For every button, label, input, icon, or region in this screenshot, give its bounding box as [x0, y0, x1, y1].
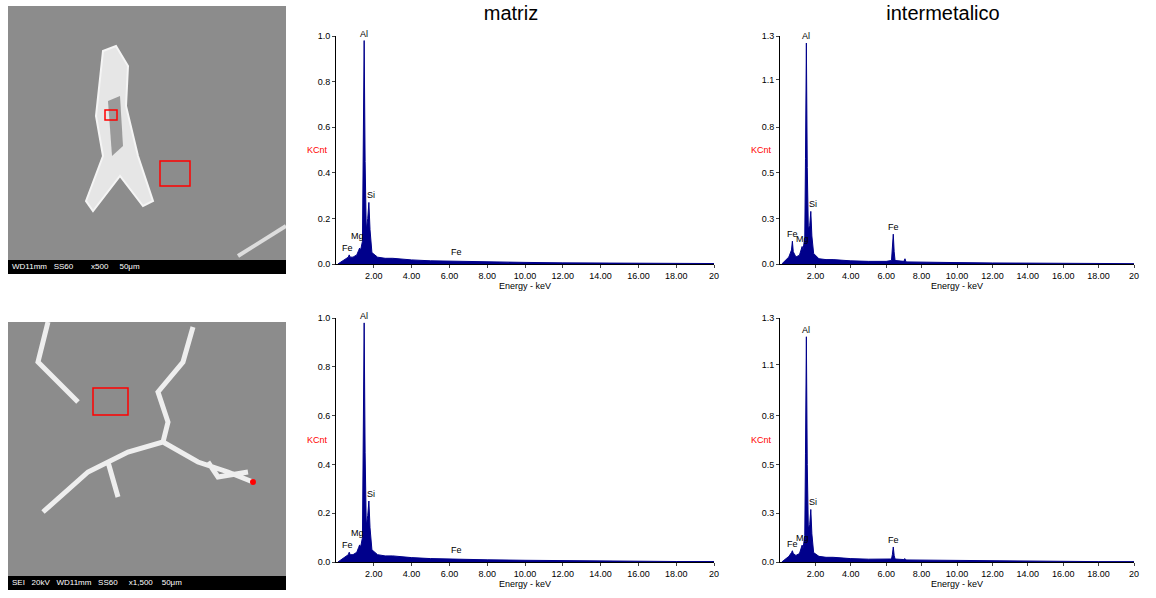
- svg-text:Fe: Fe: [888, 222, 899, 232]
- svg-text:Si: Si: [809, 199, 817, 209]
- svg-text:Si: Si: [367, 190, 375, 200]
- svg-text:Energy - keV: Energy - keV: [499, 579, 551, 589]
- svg-text:Fe: Fe: [342, 243, 353, 253]
- svg-text:Fe: Fe: [787, 539, 798, 549]
- svg-text:Fe: Fe: [342, 540, 353, 550]
- svg-text:Al: Al: [360, 311, 368, 321]
- svg-text:KCnt: KCnt: [751, 145, 772, 155]
- svg-text:16.00: 16.00: [627, 271, 650, 281]
- svg-text:12.00: 12.00: [981, 271, 1004, 281]
- svg-text:0.8: 0.8: [318, 77, 331, 87]
- svg-text:0.0: 0.0: [762, 557, 775, 567]
- svg-text:Mg: Mg: [796, 234, 809, 244]
- svg-text:Al: Al: [802, 31, 810, 41]
- svg-text:18.00: 18.00: [665, 569, 688, 579]
- svg-text:Energy - keV: Energy - keV: [931, 281, 983, 291]
- svg-text:14.00: 14.00: [1017, 271, 1040, 281]
- svg-text:6.00: 6.00: [441, 569, 459, 579]
- svg-text:0.4: 0.4: [318, 460, 331, 470]
- svg-text:Fe: Fe: [451, 545, 462, 555]
- svg-text:10.00: 10.00: [946, 271, 969, 281]
- svg-text:12.00: 12.00: [981, 569, 1004, 579]
- svg-text:20: 20: [1129, 569, 1139, 579]
- svg-text:1.3: 1.3: [762, 313, 775, 323]
- svg-text:0.8: 0.8: [762, 122, 775, 132]
- svg-text:12.00: 12.00: [552, 569, 575, 579]
- svg-text:6.00: 6.00: [441, 271, 459, 281]
- svg-text:1.3: 1.3: [762, 31, 775, 41]
- svg-text:KCnt: KCnt: [307, 145, 328, 155]
- svg-text:8.00: 8.00: [913, 569, 931, 579]
- svg-text:Fe: Fe: [451, 247, 462, 257]
- svg-text:2.00: 2.00: [807, 271, 825, 281]
- svg-text:1.0: 1.0: [318, 313, 331, 323]
- svg-text:14.00: 14.00: [589, 271, 612, 281]
- svg-text:4.00: 4.00: [403, 271, 421, 281]
- svg-text:4.00: 4.00: [842, 569, 860, 579]
- svg-text:0.0: 0.0: [318, 557, 331, 567]
- svg-text:1.0: 1.0: [318, 31, 331, 41]
- svg-text:8.00: 8.00: [478, 569, 496, 579]
- svg-text:Mg: Mg: [351, 528, 364, 538]
- svg-text:0.2: 0.2: [318, 508, 331, 518]
- svg-text:0.0: 0.0: [318, 259, 331, 269]
- svg-text:1.1: 1.1: [762, 360, 775, 370]
- svg-text:Al: Al: [802, 325, 810, 335]
- svg-text:16.00: 16.00: [1052, 271, 1075, 281]
- svg-text:14.00: 14.00: [1017, 569, 1040, 579]
- svg-text:8.00: 8.00: [913, 271, 931, 281]
- svg-text:16.00: 16.00: [627, 569, 650, 579]
- html-text:WD11mm SS60 x500 50μm: WD11mm SS60 x500 50μm: [12, 262, 140, 271]
- svg-text:matriz: matriz: [484, 2, 538, 24]
- svg-text:4.00: 4.00: [842, 271, 860, 281]
- svg-text:0.4: 0.4: [318, 168, 331, 178]
- svg-text:1.1: 1.1: [762, 75, 775, 85]
- svg-text:Mg: Mg: [351, 231, 364, 241]
- svg-text:14.00: 14.00: [589, 569, 612, 579]
- svg-text:18.00: 18.00: [1087, 569, 1110, 579]
- svg-text:16.00: 16.00: [1052, 569, 1075, 579]
- svg-text:20: 20: [709, 271, 719, 281]
- svg-text:Fe: Fe: [787, 229, 798, 239]
- html-text:SEI 20kV WD11mm SS60 x1,500 50: SEI 20kV WD11mm SS60 x1,500 50μm: [12, 578, 182, 587]
- svg-text:0.8: 0.8: [318, 362, 331, 372]
- svg-text:10.00: 10.00: [514, 569, 537, 579]
- svg-text:2.00: 2.00: [365, 271, 383, 281]
- svg-text:2.00: 2.00: [807, 569, 825, 579]
- svg-text:10.00: 10.00: [946, 569, 969, 579]
- svg-text:18.00: 18.00: [665, 271, 688, 281]
- svg-text:20: 20: [1129, 271, 1139, 281]
- svg-text:0.3: 0.3: [762, 214, 775, 224]
- svg-text:0.2: 0.2: [318, 214, 331, 224]
- svg-text:20: 20: [709, 569, 719, 579]
- svg-text:Si: Si: [809, 497, 817, 507]
- svg-text:KCnt: KCnt: [751, 435, 772, 445]
- svg-text:8.00: 8.00: [478, 271, 496, 281]
- svg-text:Al: Al: [360, 29, 368, 39]
- svg-text:0.6: 0.6: [318, 122, 331, 132]
- svg-text:KCnt: KCnt: [307, 435, 328, 445]
- svg-text:4.00: 4.00: [403, 569, 421, 579]
- svg-text:6.00: 6.00: [877, 569, 895, 579]
- svg-text:Fe: Fe: [888, 535, 899, 545]
- svg-text:10.00: 10.00: [514, 271, 537, 281]
- svg-text:12.00: 12.00: [552, 271, 575, 281]
- svg-text:Energy - keV: Energy - keV: [931, 579, 983, 589]
- svg-text:0.6: 0.6: [318, 411, 331, 421]
- svg-text:0.3: 0.3: [762, 508, 775, 518]
- svg-text:0.8: 0.8: [762, 411, 775, 421]
- svg-text:Si: Si: [367, 489, 375, 499]
- svg-text:Mg: Mg: [796, 533, 809, 543]
- svg-text:Energy - keV: Energy - keV: [499, 281, 551, 291]
- svg-text:2.00: 2.00: [365, 569, 383, 579]
- svg-text:0.5: 0.5: [762, 460, 775, 470]
- svg-text:0.0: 0.0: [762, 259, 775, 269]
- svg-text:intermetalico: intermetalico: [886, 2, 999, 24]
- svg-text:0.5: 0.5: [762, 168, 775, 178]
- svg-text:6.00: 6.00: [877, 271, 895, 281]
- svg-text:18.00: 18.00: [1087, 271, 1110, 281]
